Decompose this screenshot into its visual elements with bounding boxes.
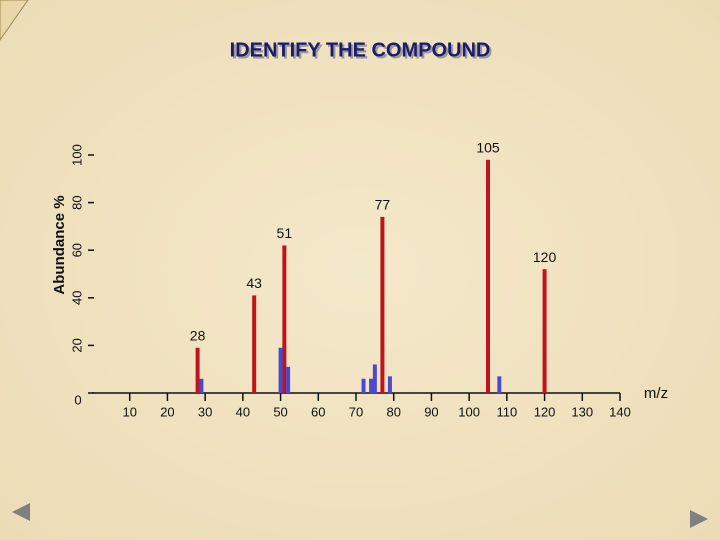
- title-shadow: IDENTIFY THE COMPOUND: [232, 41, 493, 63]
- x-tick-label: 90: [424, 404, 438, 419]
- y-tick-label: 100: [69, 144, 84, 166]
- peak: [497, 376, 502, 393]
- x-tick-label: 60: [311, 404, 325, 419]
- x-tick-label: 70: [349, 404, 363, 419]
- peak-label: 51: [277, 225, 293, 241]
- peak: [387, 376, 392, 393]
- logo: [0, 0, 29, 41]
- y-tick-label: 40: [69, 291, 84, 305]
- x-tick-label: 30: [198, 404, 212, 419]
- peak: [380, 216, 385, 393]
- prev-button[interactable]: [12, 503, 30, 521]
- x-tick-label: 120: [534, 404, 556, 419]
- y-tick-label: 60: [69, 243, 84, 257]
- peak: [361, 378, 366, 393]
- peak: [195, 347, 200, 393]
- peak-label: 120: [533, 249, 557, 265]
- peak: [286, 366, 291, 393]
- x-tick-label: 110: [496, 404, 517, 419]
- peak-label: 105: [476, 139, 500, 155]
- peak: [282, 245, 287, 393]
- peak-label: 43: [246, 275, 262, 291]
- peak: [199, 378, 204, 393]
- peak: [542, 269, 547, 393]
- x-tick-label: 10: [122, 404, 136, 419]
- y-tick-label: 20: [69, 338, 84, 352]
- peak: [372, 364, 377, 393]
- next-button[interactable]: [690, 510, 708, 528]
- peak: [278, 347, 283, 393]
- y-axis-label: Abundance %: [51, 195, 68, 294]
- peak: [486, 159, 490, 393]
- peak-label: 77: [375, 197, 391, 213]
- x-tick-label: 20: [160, 404, 174, 419]
- chart-title: IDENTIFY THE COMPOUND: [230, 39, 491, 61]
- x-tick-label: 40: [236, 404, 250, 419]
- x-tick-label: 130: [571, 404, 593, 419]
- x-tick-label: 140: [609, 404, 631, 419]
- y-tick-label: 80: [69, 195, 84, 209]
- peak: [369, 378, 374, 393]
- x-tick-label: 50: [273, 404, 287, 419]
- x-tick-label: 80: [386, 404, 400, 419]
- peak-label: 28: [190, 327, 206, 343]
- y-tick-label: 0: [74, 392, 81, 407]
- peak: [252, 295, 257, 393]
- x-axis-label: m/z: [644, 385, 668, 402]
- x-tick-label: 100: [458, 404, 480, 419]
